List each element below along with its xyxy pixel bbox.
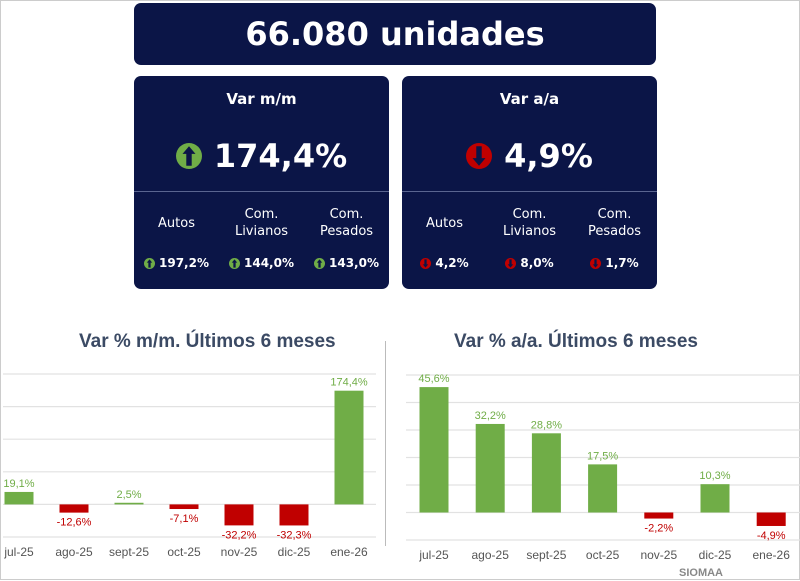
bar bbox=[756, 512, 786, 526]
bar bbox=[334, 390, 364, 505]
bar bbox=[279, 504, 309, 526]
bar bbox=[644, 512, 674, 519]
bar bbox=[419, 387, 449, 513]
x-tick-label: dic-25 bbox=[699, 548, 732, 562]
chart-title-mm: Var % m/m. Últimos 6 meses bbox=[79, 331, 336, 352]
bar bbox=[114, 502, 144, 505]
data-label: 2,5% bbox=[116, 489, 141, 501]
data-label: 10,3% bbox=[699, 470, 730, 482]
arrow-down-icon bbox=[590, 257, 602, 269]
x-tick-label: sept-25 bbox=[526, 548, 566, 562]
x-tick-label: nov-25 bbox=[640, 548, 677, 562]
x-tick-label: dic-25 bbox=[278, 545, 311, 559]
category-label: Autos bbox=[158, 215, 195, 231]
bar bbox=[700, 484, 730, 513]
category-label: Com. Livianos bbox=[502, 207, 557, 239]
data-label: 19,1% bbox=[3, 478, 34, 490]
data-label: 45,6% bbox=[418, 373, 449, 385]
x-tick-label: nov-25 bbox=[221, 545, 258, 559]
arrow-down-icon bbox=[466, 143, 493, 169]
bar bbox=[588, 464, 618, 513]
category-label: Autos bbox=[426, 215, 463, 231]
category-value: 4,2% bbox=[435, 256, 469, 270]
bar bbox=[531, 433, 561, 513]
card-var-mm: Var m/m 174,4% Autos Com. Livianos Com. … bbox=[134, 76, 389, 289]
data-label: 174,4% bbox=[330, 377, 368, 389]
bar bbox=[224, 504, 254, 526]
x-tick-label: ene-26 bbox=[330, 545, 368, 559]
bar bbox=[59, 504, 89, 513]
siomaa-logo: SIOMAA bbox=[679, 567, 723, 579]
data-label: 17,5% bbox=[587, 450, 618, 462]
category-value: 144,0% bbox=[244, 256, 294, 270]
arrow-down-icon bbox=[420, 257, 432, 269]
divider bbox=[134, 191, 389, 192]
card-title: Var m/m bbox=[226, 90, 297, 108]
chart-separator bbox=[385, 341, 386, 546]
category-value: 1,7% bbox=[605, 256, 639, 270]
category-label: Com. Pesados bbox=[319, 207, 374, 239]
arrow-up-icon bbox=[229, 257, 240, 269]
x-tick-label: ago-25 bbox=[472, 548, 510, 562]
arrow-down-icon bbox=[505, 257, 517, 269]
category-value: 197,2% bbox=[159, 256, 209, 270]
x-tick-label: jul-25 bbox=[418, 548, 449, 562]
arrow-up-icon bbox=[314, 257, 325, 269]
divider bbox=[402, 191, 657, 192]
card-value: 174,4% bbox=[213, 137, 348, 175]
card-var-aa: Var a/a 4,9% Autos Com. Livianos Com. Pe… bbox=[402, 76, 657, 289]
data-label: -4,9% bbox=[757, 530, 786, 542]
data-label: 32,2% bbox=[475, 410, 506, 422]
x-tick-label: sept-25 bbox=[109, 545, 149, 559]
data-label: -32,2% bbox=[222, 529, 257, 541]
data-label: -12,6% bbox=[57, 517, 92, 529]
total-units-banner: 66.080 unidades bbox=[134, 3, 656, 65]
arrow-up-icon bbox=[144, 257, 155, 269]
data-label: -32,3% bbox=[277, 529, 312, 541]
x-tick-label: ene-26 bbox=[753, 548, 791, 562]
category-value: 8,0% bbox=[520, 256, 554, 270]
data-label: 28,8% bbox=[531, 419, 562, 431]
arrow-up-icon bbox=[175, 143, 202, 169]
x-tick-label: oct-25 bbox=[586, 548, 620, 562]
category-value: 143,0% bbox=[329, 256, 379, 270]
bar bbox=[169, 504, 199, 510]
bar bbox=[475, 423, 505, 513]
bar bbox=[4, 491, 34, 505]
category-label: Com. Livianos bbox=[234, 207, 289, 239]
card-title: Var a/a bbox=[499, 90, 560, 108]
chart-title-aa: Var % a/a. Últimos 6 meses bbox=[454, 331, 698, 352]
x-tick-label: ago-25 bbox=[55, 545, 93, 559]
category-label: Com. Pesados bbox=[587, 207, 642, 239]
x-tick-label: jul-25 bbox=[3, 545, 34, 559]
card-value: 4,9% bbox=[504, 137, 593, 175]
x-tick-label: oct-25 bbox=[167, 545, 201, 559]
data-label: -7,1% bbox=[170, 513, 199, 525]
data-label: -2,2% bbox=[644, 523, 673, 535]
